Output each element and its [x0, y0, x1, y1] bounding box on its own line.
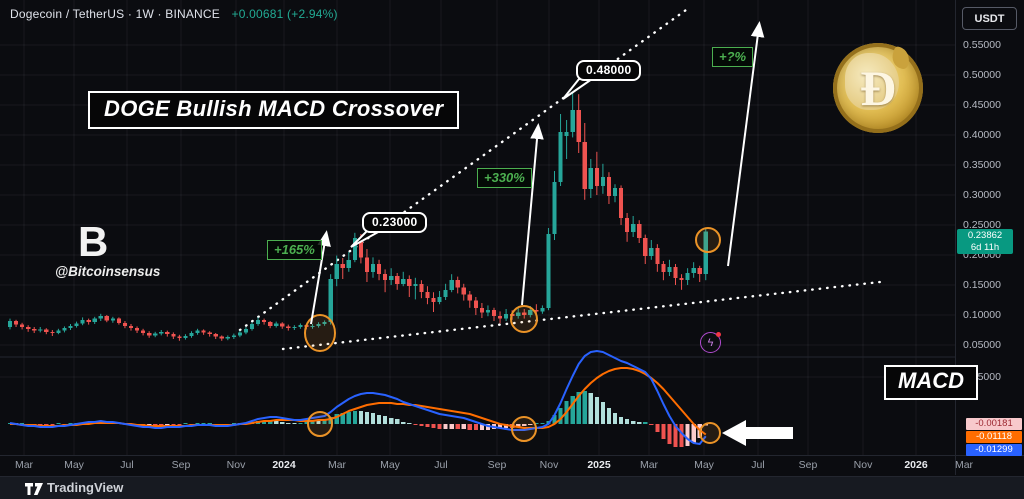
time-tick-label: 2024 — [272, 459, 296, 471]
boost-lightning-icon[interactable]: ϟ — [700, 332, 721, 353]
dotted-trendline — [281, 280, 882, 351]
notification-dot — [716, 332, 721, 337]
crossover-circle-macd — [511, 416, 537, 442]
crossover-circle-macd — [699, 422, 721, 444]
percent-gain-label[interactable]: +330% — [477, 168, 532, 188]
price-callout-label[interactable]: 0.23000 — [362, 212, 428, 233]
arrows[interactable] — [310, 21, 793, 446]
highlight-circles[interactable] — [304, 227, 721, 444]
crossover-circle-price — [304, 314, 336, 352]
macd-line-value-badge: -0.01299 — [966, 444, 1022, 456]
bar-countdown: 6d 11h — [970, 241, 1000, 253]
doge-d-letter: Đ — [859, 60, 897, 116]
dotted-trendline — [238, 8, 688, 332]
time-tick-label: Jul — [120, 459, 134, 471]
crossover-circle-macd — [307, 411, 333, 437]
price-tick-label: 0.50000 — [963, 69, 1001, 81]
candles — [7, 87, 708, 341]
grid — [0, 0, 955, 455]
price-tick-label: 0.10000 — [963, 309, 1001, 321]
percent-gain-label[interactable]: +?% — [712, 47, 754, 67]
price-callout-label[interactable]: 0.48000 — [576, 60, 642, 81]
callout-tail — [562, 78, 596, 100]
time-tick-label: Jul — [434, 459, 448, 471]
time-axis-separator — [0, 455, 1024, 456]
chart-title-annotation[interactable]: DOGE Bullish MACD Crossover — [88, 91, 460, 129]
time-tick-label: Sep — [171, 459, 191, 471]
bitcoinsensus-logo: B — [78, 218, 109, 265]
footer-bar — [0, 476, 1024, 499]
dogecoin-logo: Đ — [833, 43, 923, 133]
up-arrow — [727, 21, 765, 267]
price-tick-label: 0.45000 — [963, 99, 1001, 111]
macd-histogram — [7, 391, 708, 448]
price-tick-label: 0.35000 — [963, 159, 1001, 171]
price-tick-label: 0.30000 — [963, 189, 1001, 201]
time-tick-label: May — [694, 459, 714, 471]
watermark-handle: @Bitcoinsensus — [55, 264, 161, 279]
last-price-badge: 0.23862 6d 11h — [957, 229, 1013, 254]
time-tick-label: 2026 — [904, 459, 928, 471]
price-change: +0.00681 (+2.94%) — [231, 7, 338, 21]
time-tick-label: Sep — [798, 459, 818, 471]
time-tick-label: Nov — [226, 459, 246, 471]
chart-canvas[interactable] — [0, 0, 955, 455]
currency-toggle-button[interactable]: USDT — [962, 7, 1017, 30]
price-tick-label: 0.25000 — [963, 219, 1001, 231]
price-axis-separator — [955, 0, 956, 475]
price-tick-label: 0.15000 — [963, 279, 1001, 291]
time-tick-label: 2025 — [587, 459, 611, 471]
crossover-circle-price — [695, 227, 721, 253]
tradingview-brand[interactable]: TradingView — [47, 480, 124, 495]
symbol-header: Dogecoin / TetherUS · 1W · BINANCE +0.00… — [10, 7, 338, 21]
time-tick-label: Mar — [14, 459, 34, 471]
price-tick-label: 0.05000 — [963, 339, 1001, 351]
tradingview-logo-icon[interactable] — [24, 482, 44, 496]
time-tick-label: Mar — [327, 459, 347, 471]
time-tick-label: Nov — [853, 459, 873, 471]
last-price-value: 0.23862 — [967, 230, 1003, 241]
up-arrow — [310, 230, 331, 325]
up-arrow — [521, 123, 544, 306]
time-tick-label: Mar — [639, 459, 659, 471]
time-tick-label: May — [64, 459, 84, 471]
big-left-arrow[interactable] — [722, 420, 793, 446]
time-tick-label: May — [380, 459, 400, 471]
price-tick-label: 0.40000 — [963, 129, 1001, 141]
symbol-title[interactable]: Dogecoin / TetherUS · 1W · BINANCE — [10, 7, 220, 21]
time-tick-label: Mar — [954, 459, 974, 471]
crossover-circle-price — [510, 305, 538, 333]
time-tick-label: Nov — [539, 459, 559, 471]
macd-label-annotation[interactable]: MACD — [884, 365, 978, 400]
time-tick-label: Sep — [487, 459, 507, 471]
macd-histogram-value-badge: -0.00181 — [966, 418, 1022, 430]
macd-signal-line — [10, 367, 707, 436]
price-tick-label: 0.55000 — [963, 39, 1001, 51]
time-tick-label: Jul — [751, 459, 765, 471]
macd-main-line — [9, 350, 707, 445]
macd-signal-value-badge: -0.01118 — [966, 431, 1022, 443]
doge-face — [844, 52, 899, 111]
percent-gain-label[interactable]: +165% — [267, 240, 322, 260]
